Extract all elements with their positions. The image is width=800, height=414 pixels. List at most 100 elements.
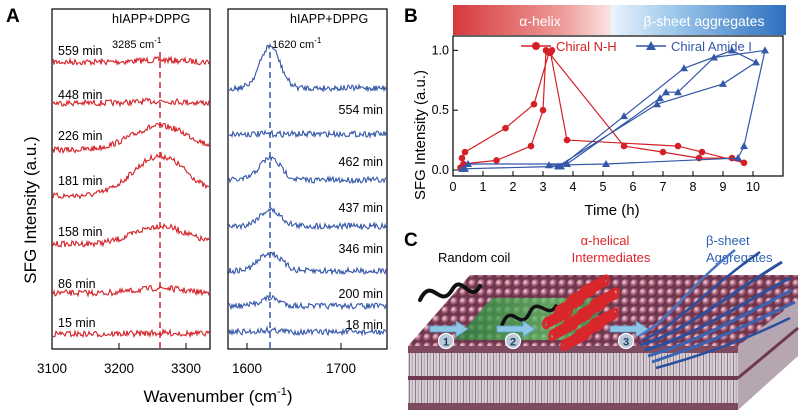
panel-a-left-x-ticks: 3100 3200 3300 (37, 343, 201, 376)
nh-point (545, 49, 553, 57)
helix (574, 317, 605, 342)
nh-point (527, 142, 535, 150)
helix (576, 297, 607, 322)
step-arrow (496, 320, 536, 338)
step-circle (437, 332, 455, 350)
right-x-tick-label: 1600 (232, 361, 262, 376)
helix (589, 287, 620, 312)
panel-b-ticks: 0 1 2 3 4 5 6 7 8 9 10 0.0 0.5 1.0 (432, 43, 760, 194)
membrane-right-side (738, 300, 798, 410)
b-y-tick-label: 0.5 (432, 103, 449, 117)
nh-point (458, 154, 466, 162)
legend-nh-label: Chiral N-H (556, 39, 617, 54)
b-x-tick-label: 10 (746, 180, 760, 194)
step-circle (617, 332, 635, 350)
left-time-label: 86 min (58, 277, 96, 291)
helix (588, 307, 619, 332)
alpha-helix-cluster (542, 274, 620, 352)
amide-trace-0 (228, 43, 387, 93)
series-line-1 (461, 49, 766, 170)
panel-b-frame (452, 35, 784, 177)
amide-point (761, 46, 769, 54)
alpha-helix-bar-label: α-helix (519, 13, 561, 29)
b-x-tick-label: 6 (630, 180, 637, 194)
panel-a-x-axis-label: Wavenumber (cm-1) (144, 386, 293, 406)
beta-sheet-bar-label: β-sheet aggregates (644, 13, 765, 29)
amide-point (710, 53, 718, 61)
amide-trace-4 (228, 251, 387, 276)
helix (560, 327, 591, 352)
helix (542, 305, 573, 330)
step-number: 1 (443, 337, 449, 349)
membrane-front-bottom-heads (408, 403, 738, 410)
alpha-helical-label-2: Intermediates (572, 250, 651, 265)
amide-trace-5 (228, 294, 387, 311)
nh-point (502, 124, 509, 132)
random-coil-squiggle-1 (418, 282, 482, 302)
amide-trace-6 (228, 325, 387, 337)
amide-trace-3 (228, 207, 387, 231)
nh-trace-1 (52, 97, 210, 108)
right-time-label: 437 min (339, 201, 384, 215)
random-coil-label: Random coil (438, 250, 510, 265)
right-time-label: 200 min (339, 287, 384, 301)
b-x-tick-label: 8 (690, 180, 697, 194)
b-x-tick-label: 0 (450, 180, 457, 194)
right-x-tick-label: 1700 (326, 361, 356, 376)
nh-trace-2 (52, 122, 210, 154)
beta-sheet-label-2: Aggregates (706, 250, 773, 265)
panel-a-left-title: hIAPP+DPPG (112, 12, 190, 26)
helix (566, 283, 597, 308)
nh-point (674, 142, 682, 150)
amide-point (602, 160, 610, 168)
amide-point (620, 112, 628, 120)
left-time-label: 15 min (58, 316, 96, 330)
nh-trace-5 (52, 283, 210, 298)
membrane-illustration: 1 2 3 (408, 249, 799, 410)
panel-a-left-time-labels: 559 min 448 min 226 min 181 min 158 min 86 mi… (58, 44, 103, 330)
nh-trace-4 (52, 222, 210, 249)
step-number: 3 (623, 337, 629, 349)
left-x-tick-label: 3300 (171, 361, 201, 376)
amide-trace-1 (228, 129, 387, 139)
amide-point (461, 164, 469, 172)
panel-a-right-x-ticks: 1600 1700 (232, 343, 356, 376)
b-x-tick-label: 9 (720, 180, 727, 194)
amide-point (674, 88, 682, 96)
left-time-label: 158 min (58, 225, 103, 239)
amide-point (719, 79, 727, 87)
b-x-tick-label: 4 (570, 180, 577, 194)
amide-point (662, 88, 670, 96)
amide-point (680, 64, 688, 72)
step-arrow (429, 320, 469, 338)
panel-a-right-peak-label: 1620 cm-1 (272, 36, 322, 51)
amide-point (653, 100, 661, 108)
left-time-label: 181 min (58, 174, 103, 188)
random-coil-squiggle-2 (500, 304, 558, 327)
panel-a-y-axis-label: SFG Intensity (a.u.) (21, 136, 40, 283)
beta-sheet-bar (611, 5, 786, 35)
step-circle (504, 332, 522, 350)
amide-point (464, 160, 472, 168)
nh-point (493, 157, 500, 164)
panel-a-left-traces (52, 55, 210, 339)
amide-point (656, 94, 664, 102)
panel-label-b: B (404, 6, 418, 27)
panel-a-left-frame (51, 8, 211, 350)
step-number: 2 (510, 337, 516, 349)
amide-point (554, 162, 562, 170)
nh-point (698, 148, 706, 156)
left-time-label: 448 min (58, 88, 103, 102)
panel-b-x-axis-label: Time (h) (584, 202, 639, 219)
step-arrow (609, 320, 649, 338)
panel-label-a: A (6, 6, 20, 27)
membrane-right-midline (737, 326, 799, 380)
nh-point (530, 100, 538, 108)
amide-point (728, 46, 736, 54)
b-y-tick-label: 0.0 (432, 163, 449, 177)
nh-point (620, 142, 628, 150)
membrane-front-top-heads (408, 346, 738, 353)
nh-trace-3 (52, 151, 210, 200)
nh-point (563, 136, 571, 144)
